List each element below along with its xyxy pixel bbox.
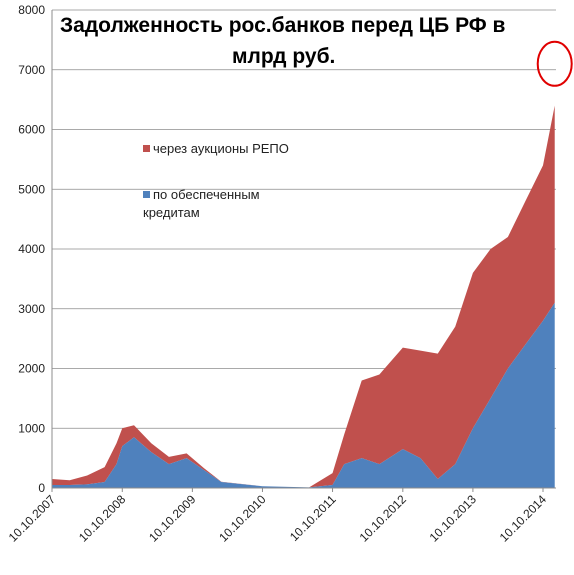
x-tick-label-10.10.2010: 10.10.2010 <box>216 492 269 545</box>
x-tick-label-10.10.2011: 10.10.2011 <box>287 492 339 544</box>
x-tick-label-10.10.2014: 10.10.2014 <box>497 492 550 545</box>
x-tick-label-10.10.2008: 10.10.2008 <box>76 492 129 545</box>
legend-item-secured: по обеспеченным кредитам <box>143 186 303 222</box>
legend-label-secured: по обеспеченным кредитам <box>143 187 260 220</box>
legend-item-repo: через аукционы РЕПО <box>143 140 289 158</box>
series-layer <box>52 105 555 488</box>
legend-swatch-repo <box>143 145 150 152</box>
x-axis-ticks: 10.10.2007 10.10.2008 10.10.2009 10.10.2010… <box>6 488 550 545</box>
x-tick-label-10.10.2009: 10.10.2009 <box>146 492 199 545</box>
x-tick-label-10.10.2012: 10.10.2012 <box>357 492 410 545</box>
chart-title-line-2: млрд руб. <box>232 45 336 68</box>
annotation-layer <box>536 40 573 87</box>
y-tick-label-3000: 3000 <box>18 302 45 316</box>
y-tick-label-8000: 8000 <box>18 3 45 17</box>
x-tick-label-10.10.2013: 10.10.2013 <box>427 492 480 545</box>
chart-title-line-1: Задолженность рос.банков перед ЦБ РФ в <box>60 14 506 37</box>
annotation-circle <box>536 40 573 87</box>
legend-label-repo: через аукционы РЕПО <box>153 141 289 156</box>
y-tick-label-2000: 2000 <box>18 362 45 376</box>
y-tick-label-0: 0 <box>38 481 45 495</box>
legend-swatch-secured <box>143 191 150 198</box>
y-tick-label-6000: 6000 <box>18 123 45 137</box>
y-axis-ticks: 0 1000 2000 3000 4000 5000 6000 7000 8000 <box>18 3 45 495</box>
y-tick-label-4000: 4000 <box>18 242 45 256</box>
y-tick-label-5000: 5000 <box>18 182 45 196</box>
axes <box>51 10 556 489</box>
x-tick-label-10.10.2007: 10.10.2007 <box>6 492 59 545</box>
y-tick-label-1000: 1000 <box>18 421 45 435</box>
series-area-secured <box>52 302 555 488</box>
series-area-repo <box>52 105 555 488</box>
y-tick-label-7000: 7000 <box>18 63 45 77</box>
